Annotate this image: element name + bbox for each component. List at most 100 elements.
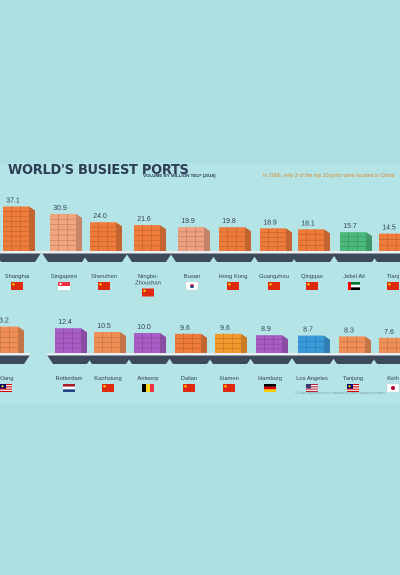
- container-stack: [178, 227, 204, 251]
- port-label: Kaohsiung: [94, 376, 121, 382]
- ship-kaohsiung: 10.5 Kaohsiung: [86, 323, 132, 392]
- flag-netherlands: [63, 384, 75, 392]
- port-label: Shanghai: [5, 274, 30, 280]
- flag-japan: [386, 383, 400, 393]
- ship-hull: [86, 355, 132, 364]
- ship-deck: [248, 353, 294, 356]
- flag-china: [387, 282, 399, 290]
- port-label: Guangzhou: [259, 274, 289, 280]
- ship-xiamen: 9.6 Xiamen: [207, 325, 253, 392]
- value-label: 19.8: [222, 218, 236, 225]
- flag-germany: [264, 384, 276, 392]
- ship-deck: [126, 353, 172, 356]
- value-label: 8.9: [261, 326, 271, 333]
- container-stack-side: [286, 228, 292, 251]
- ship-deck: [42, 251, 88, 254]
- container-stack-side: [324, 229, 330, 251]
- chart-subtitle: VOLUME BY MILLION TEU* (2016): [143, 173, 216, 178]
- ship-hull: [332, 253, 378, 262]
- ship-deck: [290, 353, 336, 356]
- chart-footnote: *20-foot equivalent unit or standard 40-…: [295, 391, 386, 395]
- port-label: Ningbo-: [138, 274, 158, 280]
- port-label: Tanjung: [343, 376, 363, 382]
- port-label: Hong Kong: [218, 274, 247, 280]
- container-stack-side: [160, 225, 166, 251]
- container-stack: [3, 206, 29, 251]
- value-label: 19.9: [181, 218, 195, 225]
- flag-malaysia: [347, 384, 359, 392]
- flag-china: [98, 282, 110, 290]
- flag-malaysia: [0, 384, 12, 392]
- port-label: Zhoushan: [135, 281, 161, 287]
- container-stack-side: [366, 232, 372, 251]
- ship-deck: [86, 353, 132, 356]
- container-stack-side: [201, 333, 207, 353]
- ship-deck: [167, 353, 213, 356]
- value-label: 7.6: [384, 329, 394, 336]
- ship-busan: 19.9 Busan: [170, 218, 216, 291]
- ship-hull: [207, 355, 253, 364]
- flag-korea: [185, 281, 199, 291]
- ship-hull: [290, 355, 336, 364]
- ship-deck: [47, 353, 93, 356]
- ship-shenzhen: 24.0 Shenzhen: [82, 213, 128, 290]
- ship-keih: 7.6 Keih: [371, 329, 400, 393]
- ship-hull: [167, 355, 213, 364]
- value-label: 24.0: [93, 213, 107, 220]
- port-label: Keih: [387, 376, 399, 382]
- ship-hull: [371, 355, 400, 364]
- port-label: Busan: [184, 274, 200, 280]
- port-label: Shenzhen: [91, 274, 117, 280]
- container-stack: [298, 335, 324, 353]
- value-label: 30.9: [53, 205, 67, 212]
- flag-china: [268, 282, 280, 290]
- ship-hull: [82, 253, 128, 262]
- ship-hull: [47, 355, 93, 364]
- ship-hull: [248, 355, 294, 364]
- flag-china: [183, 384, 195, 392]
- flag-belgium: [142, 384, 154, 392]
- ship-deck: [170, 251, 216, 254]
- ship-deck: [0, 251, 41, 254]
- ship-hull: [0, 253, 41, 262]
- chart-note: In 2006, only 3 of the top 10 ports were…: [263, 173, 395, 179]
- container-stack-side: [116, 222, 122, 251]
- value-label: 8.3: [344, 327, 354, 334]
- ship-qingqao: 18.1 Qingqao: [290, 220, 336, 290]
- value-label: 9.6: [220, 325, 230, 332]
- container-stack: [379, 337, 400, 353]
- value-label: 9.6: [180, 325, 190, 332]
- value-label: 18.1: [301, 220, 315, 227]
- ship-deck: [371, 251, 400, 254]
- container-stack-side: [365, 336, 371, 353]
- port-label: Jebel Ali: [343, 274, 365, 280]
- container-stack: [219, 227, 245, 251]
- value-label: 10.5: [97, 323, 111, 330]
- container-stack-side: [245, 227, 251, 251]
- value-label: 12.4: [58, 319, 72, 326]
- port-label: Tianj: [387, 274, 399, 280]
- ship-hull: [290, 253, 336, 262]
- ship-los-angeles: 8.7 Los Angeles: [290, 327, 336, 392]
- container-stack: [55, 328, 81, 353]
- ship-hull: [331, 355, 377, 364]
- container-stack-side: [81, 328, 87, 353]
- ship-hamburg: 8.9 Hamburg: [248, 326, 294, 392]
- ship-singapore: 30.9 Singapore: [42, 205, 88, 290]
- container-stack-side: [204, 227, 210, 251]
- ship-deck: [207, 353, 253, 356]
- value-label: 18.9: [263, 219, 277, 226]
- ship-hull: [371, 253, 400, 262]
- flag-china: [227, 282, 239, 290]
- chart-title: WORLD'S BUSIEST PORTS: [8, 163, 189, 178]
- ship-antwerp: 10.0 Antwerp: [126, 324, 172, 392]
- flag-uae: [348, 282, 360, 290]
- container-stack-side: [76, 213, 82, 251]
- ship-guangzhou: 18.9 Guangzhou: [252, 219, 298, 290]
- value-label: 15.7: [343, 223, 357, 230]
- value-label: 37.1: [6, 197, 20, 204]
- ship-hull: [0, 355, 30, 364]
- value-label: 13.2: [0, 318, 9, 325]
- port-label: Qingqao: [301, 274, 323, 280]
- port-label: Rotterdam: [55, 376, 82, 382]
